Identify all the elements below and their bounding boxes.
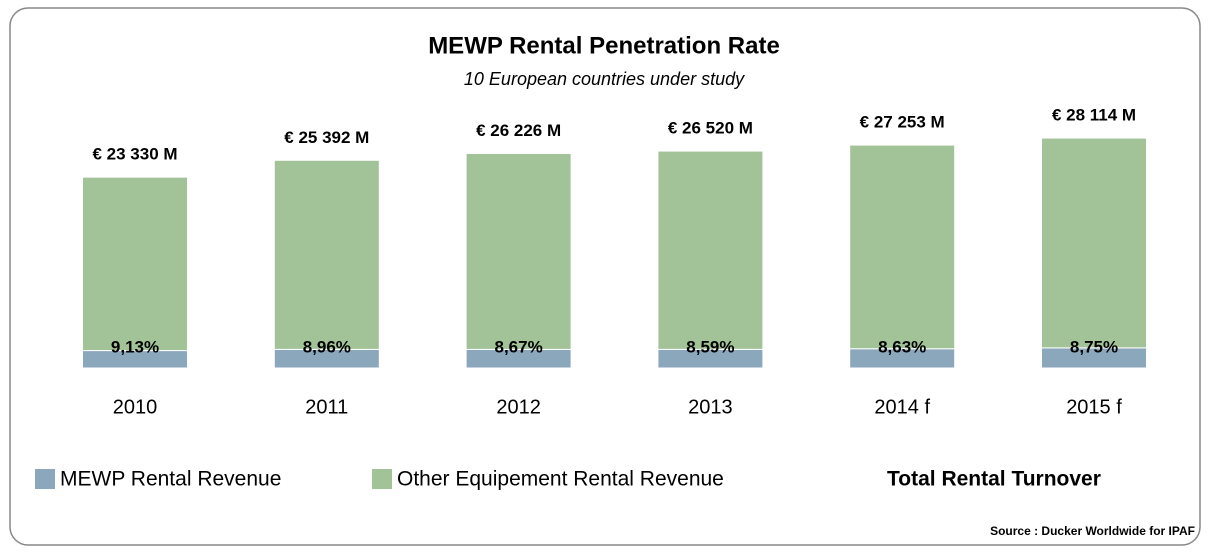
legend-swatch [35, 469, 55, 489]
total-label: € 27 253 M [860, 113, 945, 132]
x-tick-label: 2010 [113, 396, 158, 418]
x-tick-label: 2013 [688, 396, 733, 418]
bar-segment [1041, 137, 1147, 349]
total-label: € 28 114 M [1052, 106, 1136, 125]
bar-segment [849, 144, 956, 350]
x-tick-label: 2014 f [874, 396, 930, 418]
share-label: 8,67% [494, 337, 542, 356]
legend-label: Other Equipement Rental Revenue [397, 468, 724, 491]
x-tick-label: 2012 [496, 396, 541, 418]
total-label: € 26 520 M [668, 119, 753, 138]
legend-label: MEWP Rental Revenue [60, 468, 281, 491]
legend-swatch [372, 469, 392, 489]
share-label: 8,59% [686, 337, 734, 356]
total-label: € 25 392 M [284, 128, 369, 147]
bar-segment [465, 152, 572, 350]
total-label: € 26 226 M [476, 121, 561, 140]
share-label: 9,13% [111, 337, 159, 356]
source: Source : Ducker Worldwide for IPAF [990, 524, 1195, 538]
share-label: 8,63% [878, 337, 926, 356]
bar-segment [657, 150, 764, 350]
x-tick-label: 2011 [305, 396, 348, 418]
share-label: 8,96% [303, 337, 351, 356]
total-label: € 23 330 M [92, 145, 177, 164]
chart-title: MEWP Rental Penetration Rate [428, 32, 780, 59]
x-tick-label: 2015 f [1066, 396, 1122, 418]
legend-label: Total Rental Turnover [887, 468, 1101, 491]
frame [9, 7, 1201, 546]
share-label: 8,75% [1070, 337, 1118, 356]
chart-subtitle: 10 European countries under study [464, 69, 745, 89]
bar-segment [273, 159, 380, 350]
bar-segment [82, 176, 188, 352]
